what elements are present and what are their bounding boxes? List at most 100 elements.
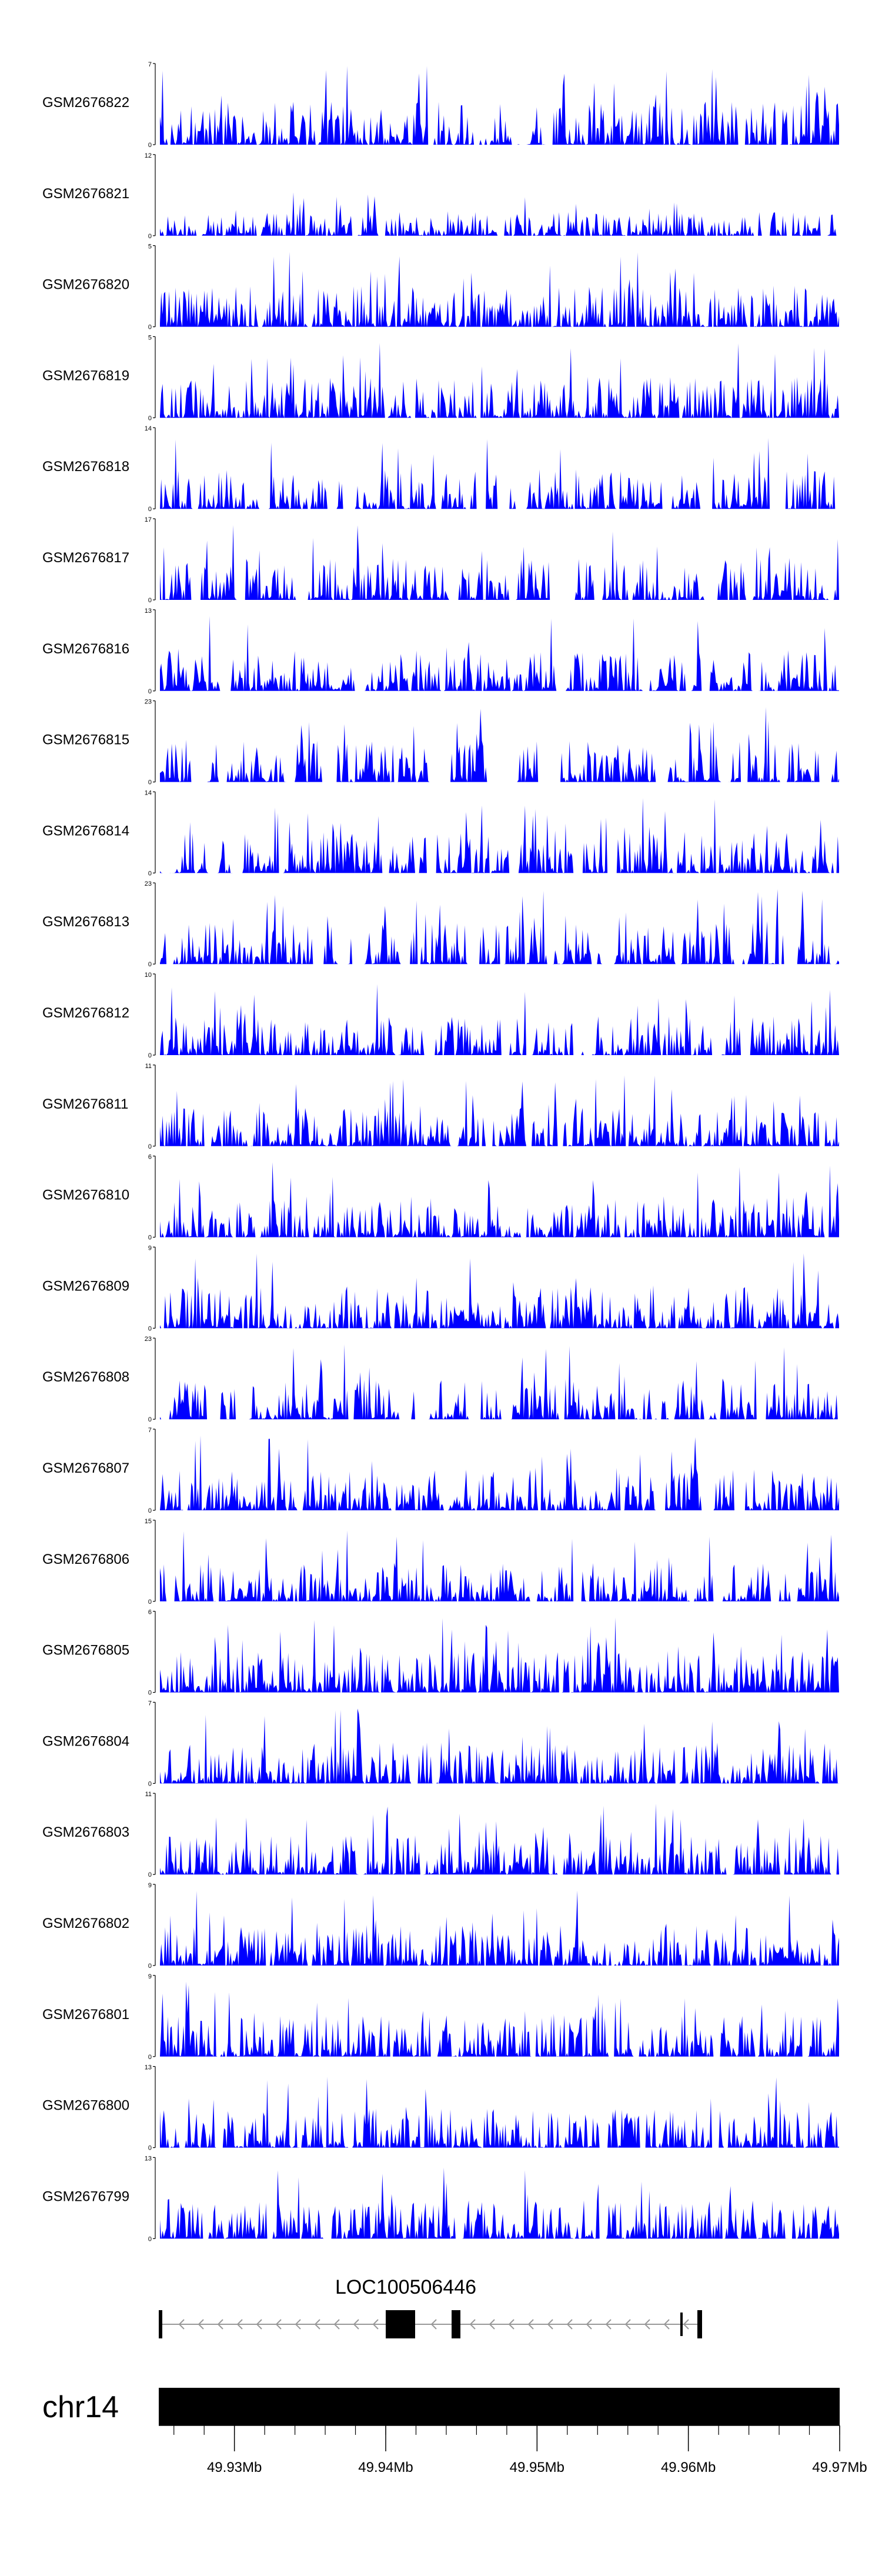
track-label: GSM2676819 xyxy=(42,368,129,383)
y-max-label: 13 xyxy=(145,2155,152,2162)
strand-arrow xyxy=(430,2319,437,2330)
coverage-area xyxy=(160,1890,839,1966)
strand-arrow xyxy=(683,2319,689,2330)
y-min-label: 0 xyxy=(148,2145,152,2152)
y-max-label: 13 xyxy=(145,2064,152,2071)
y-min-label: 0 xyxy=(148,1780,152,1787)
track-label: GSM2676822 xyxy=(42,95,129,111)
x-tick-label: 49.93Mb xyxy=(207,2460,262,2475)
y-max-label: 14 xyxy=(145,425,152,432)
y-min-label: 0 xyxy=(148,870,152,877)
coverage-area xyxy=(160,66,839,145)
track-GSM2676804: GSM2676804 7 0 xyxy=(42,1700,839,1787)
track-GSM2676819: GSM2676819 5 0 xyxy=(42,334,839,422)
coverage-area xyxy=(160,1162,839,1237)
x-tick-label: 49.97Mb xyxy=(812,2460,867,2475)
strand-arrow xyxy=(547,2319,553,2330)
track-label: GSM2676821 xyxy=(42,186,129,202)
y-min-label: 0 xyxy=(148,1599,152,1606)
track-GSM2676813: GSM2676813 23 0 xyxy=(42,880,839,968)
coverage-area xyxy=(160,1617,839,1693)
coverage-area xyxy=(160,616,839,691)
coverage-area xyxy=(160,1075,839,1146)
strand-arrow xyxy=(198,2319,204,2330)
track-GSM2676807: GSM2676807 7 0 xyxy=(42,1427,839,1514)
track-label: GSM2676818 xyxy=(42,459,129,475)
track-GSM2676822: GSM2676822 7 0 xyxy=(42,61,839,149)
track-GSM2676812: GSM2676812 10 0 xyxy=(42,972,839,1059)
y-max-label: 6 xyxy=(148,1609,152,1616)
gene-exon xyxy=(159,2310,162,2338)
track-label: GSM2676799 xyxy=(42,2188,129,2204)
track-GSM2676815: GSM2676815 23 0 xyxy=(42,699,839,786)
track-label: GSM2676804 xyxy=(42,1733,129,1749)
y-max-label: 7 xyxy=(148,1700,152,1707)
y-min-label: 0 xyxy=(148,2054,152,2061)
x-tick-label: 49.95Mb xyxy=(510,2460,564,2475)
track-GSM2676808: GSM2676808 23 0 xyxy=(42,1336,839,1423)
track-GSM2676816: GSM2676816 13 0 xyxy=(42,608,839,695)
y-min-label: 0 xyxy=(148,233,152,240)
strand-arrow xyxy=(353,2319,359,2330)
y-min-label: 0 xyxy=(148,415,152,422)
track-label: GSM2676817 xyxy=(42,550,129,566)
y-min-label: 0 xyxy=(148,779,152,786)
y-max-label: 13 xyxy=(145,608,152,615)
gene-label: LOC100506446 xyxy=(335,2276,476,2298)
coverage-area xyxy=(160,343,839,418)
x-tick-label: 49.96Mb xyxy=(661,2460,716,2475)
y-min-label: 0 xyxy=(148,1507,152,1514)
strand-arrow xyxy=(566,2319,573,2330)
track-GSM2676821: GSM2676821 12 0 xyxy=(42,152,839,240)
y-max-label: 23 xyxy=(145,1336,152,1343)
track-label: GSM2676816 xyxy=(42,641,129,657)
track-GSM2676801: GSM2676801 9 0 xyxy=(42,1973,839,2061)
track-GSM2676799: GSM2676799 13 0 xyxy=(42,2155,839,2243)
track-label: GSM2676800 xyxy=(42,2098,129,2114)
gene-exon xyxy=(452,2310,460,2338)
track-GSM2676809: GSM2676809 9 0 xyxy=(42,1244,839,1332)
x-tick-label: 49.94Mb xyxy=(358,2460,413,2475)
strand-arrow xyxy=(527,2319,534,2330)
coverage-area xyxy=(160,889,839,965)
gene-exon xyxy=(697,2310,702,2338)
coverage-tracks: GSM267682270GSM2676821120GSM267682050GSM… xyxy=(42,61,839,2243)
y-min-label: 0 xyxy=(148,961,152,968)
y-max-label: 7 xyxy=(148,1427,152,1434)
track-label: GSM2676812 xyxy=(42,1005,129,1021)
chromosome-bar xyxy=(159,2388,840,2425)
y-max-label: 15 xyxy=(145,1518,152,1525)
strand-arrow xyxy=(256,2319,262,2330)
coverage-area xyxy=(160,1803,839,1875)
y-min-label: 0 xyxy=(148,1963,152,1970)
track-GSM2676800: GSM2676800 13 0 xyxy=(42,2064,839,2152)
y-min-label: 0 xyxy=(148,1871,152,1878)
track-GSM2676820: GSM2676820 5 0 xyxy=(42,243,839,331)
track-GSM2676802: GSM2676802 9 0 xyxy=(42,1882,839,1970)
y-max-label: 23 xyxy=(145,699,152,706)
track-label: GSM2676811 xyxy=(42,1096,128,1112)
strand-arrow xyxy=(469,2319,476,2330)
y-max-label: 11 xyxy=(145,1063,152,1070)
y-max-label: 9 xyxy=(148,1244,152,1252)
track-label: GSM2676803 xyxy=(42,1824,129,1840)
strand-arrow xyxy=(586,2319,592,2330)
track-label: GSM2676806 xyxy=(42,1551,129,1567)
y-max-label: 5 xyxy=(148,243,152,251)
y-min-label: 0 xyxy=(148,324,152,331)
track-GSM2676811: GSM2676811 11 0 xyxy=(42,1063,839,1150)
y-min-label: 0 xyxy=(148,688,152,695)
track-label: GSM2676820 xyxy=(42,277,129,293)
y-min-label: 0 xyxy=(148,1234,152,1242)
track-label: GSM2676814 xyxy=(42,823,129,839)
y-max-label: 17 xyxy=(145,516,152,523)
strand-arrow xyxy=(314,2319,320,2330)
track-label: GSM2676815 xyxy=(42,732,129,748)
y-min-label: 0 xyxy=(148,1143,152,1150)
track-GSM2676814: GSM2676814 14 0 xyxy=(42,789,839,877)
coverage-area xyxy=(160,707,839,782)
strand-arrow xyxy=(333,2319,340,2330)
track-GSM2676810: GSM2676810 6 0 xyxy=(42,1154,839,1242)
chromosome-track: chr14 49.93Mb 49.94Mb 49.95Mb 49.96Mb 49.97M… xyxy=(42,2388,867,2475)
coverage-area xyxy=(160,798,839,873)
